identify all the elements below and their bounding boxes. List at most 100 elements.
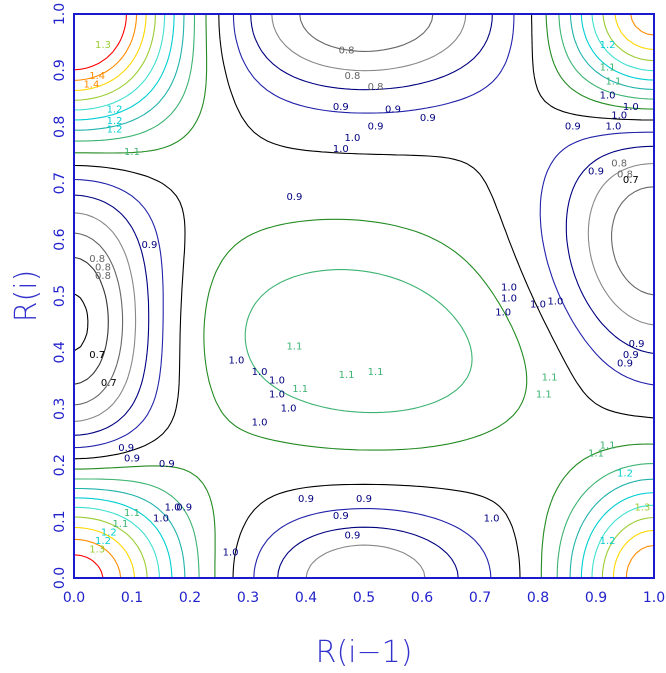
contour-label: 0.7 [89, 350, 105, 361]
contour-label: 1.0 [547, 296, 563, 307]
y-axis-title: R(i) [9, 270, 44, 323]
contour-label: 1.1 [368, 367, 384, 378]
contour-label: 1.0 [501, 294, 517, 305]
contour-label: 1.0 [228, 356, 244, 367]
x-tick-label: 0.1 [121, 590, 143, 606]
contour-label: 1.0 [269, 375, 285, 386]
contour-label: 0.9 [368, 122, 384, 133]
x-tick-label: 1.0 [643, 590, 665, 606]
contour-line [73, 13, 128, 579]
contour-label: 0.8 [89, 254, 105, 265]
contour-line [74, 13, 655, 579]
contour-label: 1.0 [530, 299, 546, 310]
y-tick-label: 0.0 [52, 567, 68, 589]
contour-label: 1.1 [542, 373, 558, 384]
contour-label: 1.3 [95, 40, 111, 51]
contour-label: 1.2 [95, 536, 111, 547]
contour-label: 0.9 [344, 531, 360, 542]
contour-label: 0.9 [333, 102, 349, 113]
contour-label: 0.9 [629, 339, 645, 350]
contour-label: 1.1 [588, 449, 604, 460]
contour-label: 1.0 [223, 547, 239, 558]
contour-label: 1.2 [107, 116, 123, 127]
contour-label: 1.2 [101, 528, 117, 539]
x-tick-labels: 0.0 0.1 0.2 0.3 0.4 0.5 0.6 0.7 0.8 0.9 1.0 [63, 590, 665, 606]
contour-label: 1.4 [83, 79, 99, 90]
contour-label: 0.9 [385, 105, 401, 116]
contour-label: 0.9 [176, 502, 192, 513]
contour-line [73, 13, 655, 579]
contour-label: 0.8 [368, 82, 384, 93]
y-tick-label: 0.3 [52, 398, 68, 420]
x-tick-label: 0.4 [295, 590, 317, 606]
x-tick-label: 0.9 [585, 590, 607, 606]
contour-label: 1.1 [124, 147, 140, 158]
contour-line [73, 13, 655, 579]
x-tick-label: 0.7 [469, 590, 491, 606]
contour-label: 0.9 [141, 240, 157, 251]
contour-line [73, 293, 89, 352]
contour-label: 0.9 [118, 443, 134, 454]
plot-frame [73, 13, 655, 579]
contour-label: 1.2 [617, 468, 633, 479]
contour-label: 1.0 [333, 144, 349, 155]
contour-label: 1.0 [165, 502, 181, 513]
x-tick-label: 0.0 [63, 590, 85, 606]
contour-line [73, 13, 655, 579]
contour-label: 1.2 [107, 124, 123, 135]
contour-label: 0.8 [344, 71, 360, 82]
contour-label: 1.0 [623, 102, 639, 113]
x-tick-label: 0.6 [411, 590, 433, 606]
contour-label: 1.0 [495, 308, 511, 319]
contour-label: 1.1 [286, 342, 302, 353]
y-tick-label: 0.6 [52, 228, 68, 250]
contour-label: 1.1 [339, 370, 355, 381]
y-tick-label: 0.9 [52, 59, 68, 81]
contour-label: 1.4 [89, 71, 105, 82]
contour-label: 1.1 [112, 519, 128, 530]
contour-label: 1.3 [89, 545, 105, 556]
y-tick-label: 0.7 [52, 172, 68, 194]
contour-line [74, 13, 655, 578]
contour-line [73, 13, 655, 579]
contour-label: 0.7 [101, 378, 117, 389]
contour-label: 1.1 [292, 384, 308, 395]
contour-label: 1.1 [600, 440, 616, 451]
contour-line [73, 13, 655, 579]
x-tick-label: 0.3 [237, 590, 259, 606]
contour-label: 0.9 [333, 511, 349, 522]
contour-label: 0.9 [588, 167, 604, 178]
contour-line [73, 13, 655, 406]
contour-label: 1.1 [605, 77, 621, 88]
contour-label: 1.0 [153, 514, 169, 525]
y-tick-label: 0.1 [52, 510, 68, 532]
contour-label: 0.8 [617, 170, 633, 181]
contour-line [73, 13, 655, 579]
contour-label: 0.9 [286, 192, 302, 203]
contour-label: 0.7 [623, 175, 639, 186]
contour-label: 0.9 [617, 359, 633, 370]
y-tick-label: 1.0 [52, 3, 68, 25]
contour-line [73, 13, 655, 579]
contour-label: 0.9 [356, 494, 372, 505]
contour-label: 1.0 [501, 282, 517, 293]
contour-label: 0.9 [623, 350, 639, 361]
y-tick-label: 0.4 [52, 341, 68, 363]
contour-label: 1.3 [634, 502, 650, 513]
contour-label: 0.8 [95, 263, 111, 274]
contour-line [73, 13, 655, 579]
x-tick-label: 0.8 [527, 590, 549, 606]
y-tick-label: 0.8 [52, 116, 68, 138]
y-tick-label: 0.2 [52, 454, 68, 476]
contour-label: 1.2 [600, 536, 616, 547]
x-tick-label: 0.2 [179, 590, 201, 606]
contour-label: 1.0 [484, 514, 500, 525]
x-axis-title: R(i−1) [316, 635, 413, 670]
contour-labels: 0.80.80.80.9 0.90.90.9 0.90.90.80.80.71.01… [83, 40, 650, 559]
contour-label: 0.9 [565, 122, 581, 133]
contour-line [73, 13, 655, 579]
contour-line [74, 13, 655, 579]
contour-label: 1.0 [611, 110, 627, 121]
contour-lines [73, 13, 655, 579]
